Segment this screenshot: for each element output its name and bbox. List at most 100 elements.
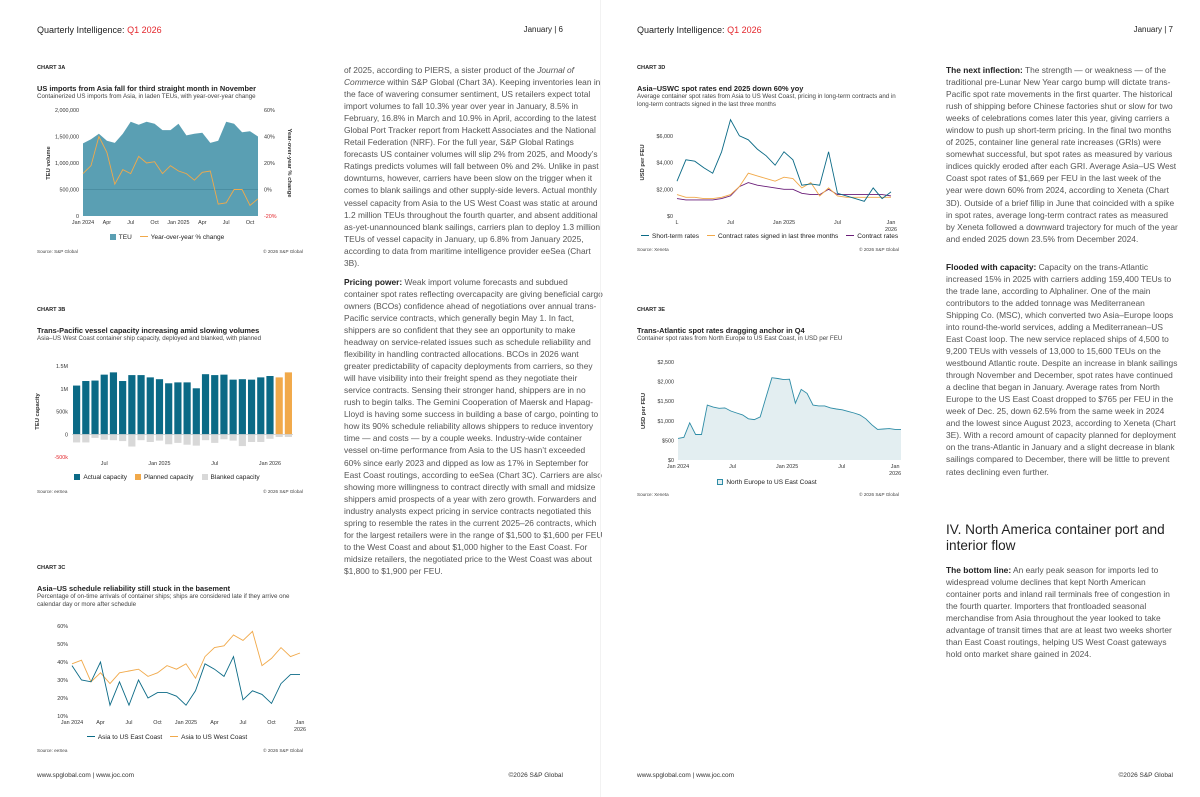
y-tick-label: 500,000 (60, 188, 80, 194)
body-column-right: The next inflection: The strength — or w… (946, 64, 1178, 667)
x-tick-label: Jul (240, 720, 247, 726)
bar-actual-capacity (257, 377, 265, 435)
chart-label: CHART 3A (37, 65, 66, 71)
bar-blanked-capacity (109, 434, 118, 441)
y-tick-label: $4,000 (657, 161, 674, 167)
legend-item: TEU (109, 234, 132, 241)
bar-blanked-capacity (100, 434, 108, 440)
y-tick-label: $500 (662, 438, 674, 444)
chart-title: US imports from Asia fall for third stra… (37, 84, 257, 93)
chart-subtitle: Containerized US imports from Asia, in l… (37, 93, 256, 100)
legend-item: Short-term rates (641, 233, 699, 240)
x-tick-label: Jul (729, 464, 736, 470)
chart-copyright: © 2026 S&P Global (263, 748, 303, 753)
paragraph: The next inflection: The strength — or w… (946, 64, 1178, 245)
bar-actual-capacity (100, 374, 108, 435)
lead-in: Pricing power: (344, 276, 403, 287)
bar-blanked-capacity (137, 434, 145, 441)
bar-blanked-capacity (284, 434, 292, 437)
y-tick-label: $2,500 (658, 360, 675, 366)
y-tick-label: 2,000,000 (55, 108, 79, 114)
chart-title: Asia–USWC spot rates end 2025 down 60% y… (637, 84, 804, 93)
page-number: January | 6 (523, 25, 563, 34)
x-tick-label: Oct (153, 720, 162, 726)
issue-label: Q1 2026 (127, 25, 162, 35)
y-axis-title: USD per FEU (641, 393, 647, 429)
legend-swatch (170, 735, 179, 737)
bar-actual-capacity (183, 382, 191, 435)
x-tick-label: Apr (210, 720, 219, 726)
chart-subtitle: Asia–US West Coast container ship capaci… (37, 335, 262, 342)
x-tick-label: 2026 (889, 471, 901, 477)
bar-actual-capacity (266, 376, 274, 435)
publication-name: Quarterly Intelligence: (637, 25, 725, 35)
paragraph: Flooded with capacity: Capacity on the t… (946, 261, 1178, 478)
y-tick-label: 60% (57, 624, 68, 630)
rate-area (678, 377, 901, 460)
legend-label: Blanked capacity (210, 474, 260, 481)
bar-blanked-capacity (174, 434, 182, 443)
bar-actual-capacity (192, 388, 200, 435)
bar-planned-capacity (284, 372, 292, 435)
series-line-short-term-rates (676, 118, 892, 202)
chart-legend: Actual capacity Planned capacity Blanked c… (37, 474, 297, 481)
chart-label: CHART 3C (37, 565, 66, 571)
chart-plot: $0 $500 $1,000 $1,500 $2,000 $2,500 USD per FE… (641, 360, 901, 477)
x-tick-label: Jan 2025 (148, 461, 170, 467)
legend-label: TEU (118, 234, 132, 241)
y-tick-label: 40% (57, 660, 68, 666)
x-tick-label: Jan 2026 (259, 461, 281, 467)
bar-blanked-capacity (211, 434, 219, 443)
legend-label: Asia to US East Coast (97, 734, 163, 741)
legend-item: North Europe to US East Coast (717, 479, 817, 486)
x-tick-label: Apr (96, 720, 105, 726)
series-line-asia-to-us-east-coast (71, 655, 300, 707)
x-tick-label: Jul (126, 720, 133, 726)
legend-item: Blanked capacity (201, 474, 260, 481)
chart-title: Trans-Pacific vessel capacity increasing… (37, 326, 260, 335)
bar-blanked-capacity (229, 434, 237, 441)
text: of 2025, according to PIERS, a sister pr… (344, 65, 538, 75)
series-line-contract-rates-signed-in-last-three-months (676, 172, 891, 200)
body-column-left: of 2025, according to PIERS, a sister pr… (344, 64, 604, 584)
text: An early peak season for imports led to … (946, 564, 1172, 659)
chart-legend: Short-term rates Contract rates signed in… (637, 233, 898, 240)
bar-blanked-capacity (192, 434, 200, 446)
y-tick-label: 0 (65, 432, 68, 438)
y-tick-label: $2,000 (658, 380, 675, 386)
series-line-asia-to-us-west-coast (71, 630, 301, 685)
bar-blanked-capacity (91, 434, 99, 438)
legend-label: Planned capacity (144, 474, 194, 481)
bar-blanked-capacity (146, 434, 154, 442)
paragraph: of 2025, according to PIERS, a sister pr… (344, 64, 604, 269)
y-tick-label: 1,000,000 (55, 161, 79, 167)
footer-links[interactable]: www.spglobal.com | www.joc.com (637, 772, 735, 779)
chart-plot: -500k 0 500k 1M 1.5M TEU capacity Jul Jan 2025 J… (35, 364, 293, 467)
y2-tick-label: 40% (264, 135, 275, 141)
y2-tick-label: 60% (264, 108, 275, 114)
page-left: Quarterly Intelligence: Q1 2026 January … (35, 25, 603, 779)
bar-actual-capacity (211, 375, 219, 435)
section-heading: IV. North America container port and int… (946, 521, 1165, 553)
y-tick-label: 50% (57, 642, 68, 648)
x-tick-label: Oct (267, 720, 276, 726)
legend-item: Year-over-year % change (139, 234, 225, 241)
page-number: January | 7 (1133, 25, 1173, 34)
bar-blanked-capacity (238, 434, 246, 447)
legend-label: Asia to US West Coast (181, 734, 248, 741)
y-tick-label: 10% (57, 714, 68, 720)
text: Capacity on the trans-Atlantic increased… (946, 261, 1178, 477)
text: The strength — or weakness — of the trad… (946, 65, 1178, 244)
y-axis-title: TEU volume (46, 145, 52, 179)
footer-links[interactable]: www.spglobal.com | www.joc.com (37, 772, 135, 779)
x-tick-label: Oct (150, 220, 159, 226)
legend-label: Year-over-year % change (150, 234, 225, 241)
bar-actual-capacity (247, 379, 256, 435)
lead-in: Flooded with capacity: (946, 261, 1037, 272)
chart-label: CHART 3E (637, 307, 665, 313)
x-tick-label: Jul (211, 461, 218, 467)
bar-actual-capacity (229, 379, 237, 435)
legend-swatch (74, 474, 81, 480)
x-tick-label: Jan (887, 220, 896, 226)
footer-copyright: ©2026 S&P Global (1118, 772, 1173, 779)
